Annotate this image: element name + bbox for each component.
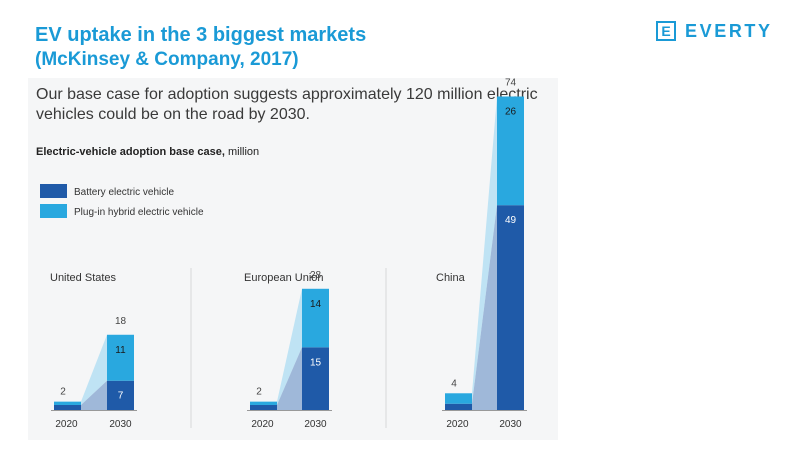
bar-phev-2030 [107, 334, 134, 381]
intro-text: Our base case for adoption suggests appr… [36, 86, 538, 123]
bar-phev-2020 [445, 393, 472, 404]
growth-wedge-bev [472, 205, 497, 410]
logo-text: EVERTY [685, 20, 773, 41]
growth-wedge-phev [472, 96, 497, 404]
chart-title-unit: million [227, 146, 260, 158]
x-tick-label: 2020 [446, 419, 469, 430]
panel-title: European Union [244, 272, 324, 284]
bar-bev-2030 [107, 380, 134, 410]
logo-mark-icon: E [656, 21, 676, 41]
segment-label-phev: 11 [115, 345, 126, 356]
total-label-2020: 4 [451, 378, 457, 389]
chart-title: Electric-vehicle adoption base case, mil… [36, 146, 259, 158]
growth-wedge-bev [81, 380, 107, 410]
legend-label-phev: Plug-in hybrid electric vehicle [74, 207, 204, 218]
panel-title: United States [50, 272, 117, 284]
total-label-2030: 74 [505, 78, 517, 89]
legend-label-bev: Battery electric vehicle [74, 187, 174, 198]
segment-label-bev: 15 [310, 357, 322, 368]
panel-title: China [436, 272, 466, 284]
slide-subtitle: (McKinsey & Company, 2017) [35, 49, 299, 70]
growth-wedge-bev [277, 347, 302, 410]
total-label-2030: 18 [115, 316, 127, 327]
chart-title-main: Electric-vehicle adoption base case, [36, 146, 225, 158]
total-label-2020: 2 [256, 387, 262, 398]
bar-bev-2030 [497, 205, 524, 410]
growth-wedge-phev [81, 334, 107, 405]
segment-label-phev: 26 [505, 107, 517, 118]
bar-bev-2020 [54, 404, 81, 410]
total-label-2020: 2 [60, 387, 66, 398]
bar-phev-2020 [250, 401, 277, 405]
bar-bev-2020 [445, 403, 472, 410]
segment-label-phev: 14 [310, 299, 322, 310]
bar-phev-2030 [497, 96, 524, 206]
total-label-2030: 28 [310, 270, 322, 281]
legend-swatch-bev [40, 184, 67, 198]
bar-bev-2030 [302, 347, 329, 410]
legend-swatch-phev [40, 204, 67, 218]
bar-phev-2030 [302, 288, 329, 348]
growth-wedge-phev [277, 288, 302, 405]
x-tick-label: 2030 [304, 419, 327, 430]
x-tick-label: 2030 [499, 419, 522, 430]
everty-logo: E EVERTY [656, 19, 773, 43]
x-tick-label: 2020 [251, 419, 274, 430]
bar-phev-2020 [54, 401, 81, 405]
slide-title: EV uptake in the 3 biggest markets [35, 24, 367, 46]
x-tick-label: 2020 [55, 419, 78, 430]
segment-label-bev: 7 [118, 391, 124, 402]
segment-label-bev: 49 [505, 215, 517, 226]
x-tick-label: 2030 [109, 419, 132, 430]
bar-bev-2020 [250, 404, 277, 410]
